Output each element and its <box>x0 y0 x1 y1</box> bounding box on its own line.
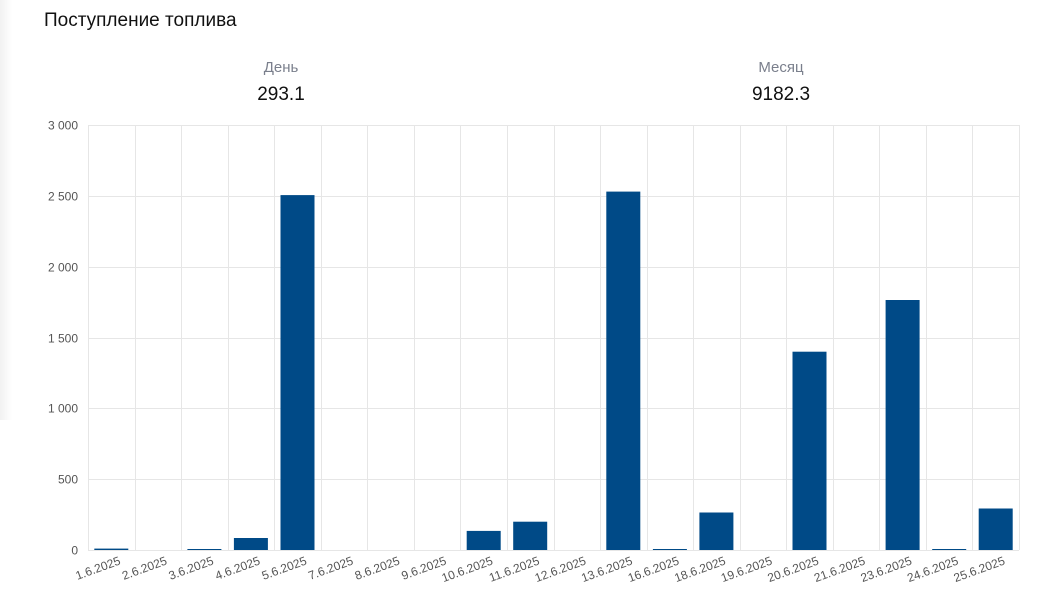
x-tick-label: 4.6.2025 <box>213 554 262 583</box>
bar-20.6.2025 <box>792 351 827 550</box>
bar-13.6.2025 <box>606 191 641 550</box>
x-tick-label: 2.6.2025 <box>120 554 169 583</box>
month-metric-value: 9182.3 <box>751 84 811 105</box>
x-tick-label: 10.6.2025 <box>440 554 495 586</box>
bar-1.6.2025 <box>94 548 129 550</box>
left-edge-shadow <box>0 0 12 420</box>
x-tick-label: 11.6.2025 <box>487 554 541 585</box>
x-tick-label: 19.6.2025 <box>719 554 774 586</box>
x-tick-label: 24.6.2025 <box>905 554 960 586</box>
bar-11.6.2025 <box>513 521 548 550</box>
x-tick-label: 18.6.2025 <box>672 554 727 586</box>
day-metric-label: День <box>263 59 299 76</box>
page-title: Поступление топлива <box>44 10 237 31</box>
bar-23.6.2025 <box>885 300 920 550</box>
bar-16.6.2025 <box>652 549 687 550</box>
x-tick-label: 23.6.2025 <box>859 554 914 586</box>
y-tick-label: 2 000 <box>48 261 78 275</box>
x-tick-label: 5.6.2025 <box>260 554 309 583</box>
x-tick-label: 20.6.2025 <box>766 554 821 586</box>
day-metric-value: 293.1 <box>257 84 305 105</box>
bar-4.6.2025 <box>233 538 268 550</box>
day-metric: День 293.1 <box>131 58 431 110</box>
x-tick-label: 12.6.2025 <box>533 554 588 586</box>
bar-3.6.2025 <box>187 549 222 550</box>
bar-18.6.2025 <box>699 512 734 550</box>
x-tick-label: 7.6.2025 <box>306 554 355 583</box>
x-tick-label: 1.6.2025 <box>74 554 123 583</box>
bar-10.6.2025 <box>466 530 501 550</box>
y-tick-label: 1 500 <box>48 332 78 346</box>
y-tick-label: 0 <box>71 544 78 558</box>
x-tick-label: 13.6.2025 <box>579 554 634 586</box>
x-tick-label: 25.6.2025 <box>952 554 1007 586</box>
x-tick-label: 16.6.2025 <box>626 554 681 586</box>
fuel-intake-bar-chart: 0 500 1 000 1 500 2 000 2 500 3 000 1.6.20252.6… <box>48 119 1020 586</box>
x-tick-label: 8.6.2025 <box>353 554 402 583</box>
month-metric-label: Месяц <box>758 59 804 76</box>
y-tick-label: 3 000 <box>48 119 78 133</box>
month-metric: Месяц 9182.3 <box>631 58 931 110</box>
x-tick-label: 21.6.2025 <box>812 554 867 586</box>
bar-24.6.2025 <box>932 549 967 550</box>
bar-25.6.2025 <box>978 508 1013 550</box>
y-tick-label: 500 <box>58 473 78 487</box>
y-tick-label: 2 500 <box>48 190 78 204</box>
x-tick-label: 3.6.2025 <box>167 554 216 583</box>
y-tick-label: 1 000 <box>48 402 78 416</box>
bar-5.6.2025 <box>280 195 315 550</box>
